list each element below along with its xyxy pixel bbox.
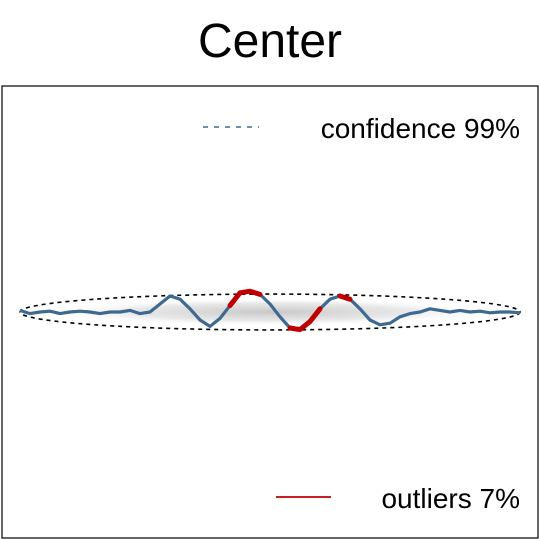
outlier-segment	[227, 288, 263, 309]
series-layer	[19, 289, 521, 332]
legend: confidence 99% outliers 7%	[203, 113, 520, 514]
series-line	[19, 289, 521, 332]
legend-label-outliers: outliers 7%	[381, 483, 520, 514]
outlier-segment	[337, 293, 353, 302]
chart-title: Center	[197, 15, 343, 68]
legend-label-confidence: confidence 99%	[321, 113, 520, 144]
plot-frame	[1, 85, 539, 539]
outlier-segment	[287, 306, 323, 333]
outlier-layer	[227, 288, 353, 333]
